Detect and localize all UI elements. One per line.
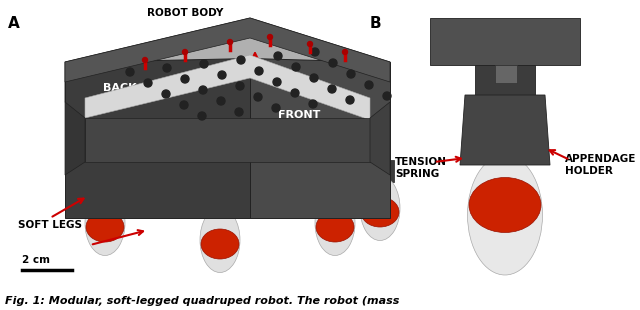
Circle shape (268, 34, 273, 39)
Circle shape (218, 71, 226, 79)
Polygon shape (321, 175, 349, 197)
Circle shape (182, 50, 188, 55)
Polygon shape (206, 192, 234, 214)
Circle shape (328, 85, 336, 93)
Circle shape (236, 82, 244, 90)
Ellipse shape (315, 191, 355, 255)
Polygon shape (65, 18, 390, 82)
Circle shape (311, 48, 319, 56)
Circle shape (307, 42, 312, 46)
Circle shape (199, 86, 207, 94)
Circle shape (200, 60, 208, 68)
Text: APPENDAGE
HOLDER: APPENDAGE HOLDER (565, 154, 636, 176)
Text: ROBOT BODY: ROBOT BODY (147, 8, 223, 18)
Circle shape (346, 96, 354, 104)
Circle shape (347, 70, 355, 78)
Circle shape (254, 93, 262, 101)
Circle shape (143, 57, 147, 63)
Circle shape (255, 67, 263, 75)
Circle shape (144, 79, 152, 87)
Circle shape (365, 81, 373, 89)
Circle shape (342, 50, 348, 55)
Circle shape (272, 104, 280, 112)
Text: Fig. 1: Modular, soft-legged quadruped robot. The robot (mass: Fig. 1: Modular, soft-legged quadruped r… (5, 296, 399, 306)
Text: TENSION
SPRING: TENSION SPRING (395, 157, 447, 179)
Circle shape (235, 108, 243, 116)
Ellipse shape (361, 197, 399, 227)
Circle shape (310, 74, 318, 82)
Circle shape (126, 68, 134, 76)
Circle shape (162, 90, 170, 98)
Circle shape (181, 75, 189, 83)
Ellipse shape (316, 212, 354, 242)
Ellipse shape (86, 212, 124, 242)
Text: A: A (8, 16, 20, 31)
Circle shape (237, 56, 245, 64)
Text: SOFT LEGS: SOFT LEGS (18, 220, 82, 230)
Circle shape (383, 92, 391, 100)
Circle shape (329, 59, 337, 67)
Polygon shape (370, 102, 390, 175)
Circle shape (217, 97, 225, 105)
Polygon shape (430, 18, 580, 65)
Ellipse shape (200, 207, 240, 272)
Circle shape (292, 63, 300, 71)
Bar (495, 65, 517, 83)
Circle shape (198, 112, 206, 120)
Circle shape (291, 89, 299, 97)
Polygon shape (85, 118, 370, 162)
Circle shape (309, 100, 317, 108)
Text: FRONT: FRONT (278, 110, 321, 120)
Polygon shape (65, 18, 390, 102)
Text: B: B (370, 16, 381, 31)
Ellipse shape (360, 175, 400, 241)
Polygon shape (85, 55, 370, 120)
Text: 2 cm: 2 cm (22, 255, 50, 265)
Circle shape (273, 78, 281, 86)
Ellipse shape (201, 229, 239, 259)
Polygon shape (475, 65, 535, 95)
Polygon shape (65, 102, 85, 175)
Circle shape (227, 39, 232, 45)
Ellipse shape (85, 191, 125, 255)
Circle shape (180, 101, 188, 109)
Polygon shape (460, 95, 550, 165)
Text: BACK: BACK (103, 83, 136, 93)
Circle shape (274, 52, 282, 60)
Circle shape (163, 64, 171, 72)
Polygon shape (91, 175, 119, 197)
Polygon shape (65, 58, 250, 218)
Ellipse shape (467, 155, 543, 275)
Ellipse shape (469, 178, 541, 232)
Polygon shape (366, 160, 394, 182)
Polygon shape (250, 58, 390, 218)
